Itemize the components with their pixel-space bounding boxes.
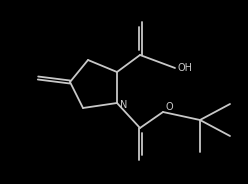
Text: N: N — [120, 100, 127, 110]
Text: O: O — [165, 102, 173, 112]
Text: OH: OH — [178, 63, 193, 73]
